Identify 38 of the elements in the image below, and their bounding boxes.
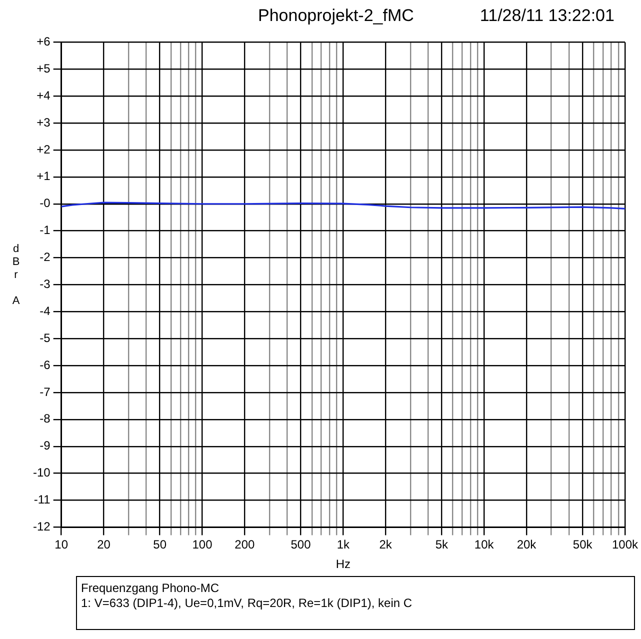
text: dBr A [12, 243, 20, 308]
x-tick-label: 20 [97, 538, 111, 552]
y-tick-label: -6 [40, 358, 51, 372]
y-tick-label: -1 [40, 223, 51, 238]
x-tick-label: 500 [290, 538, 312, 552]
x-tick-label: 100 [192, 538, 213, 552]
y-tick-label: +1 [36, 169, 51, 184]
x-tick-label: 10k [474, 538, 495, 552]
y-tick-label: -11 [34, 492, 51, 507]
chart-subtitle: 11/28/11 13:22:01 [480, 6, 614, 26]
y-tick-label: +6 [36, 34, 51, 49]
x-tick-label: 50k [572, 538, 594, 552]
y-tick-label: +4 [36, 88, 51, 102]
y-tick-label: +5 [36, 61, 51, 76]
x-tick-label: 5k [435, 538, 449, 552]
text: 1: V=633 (DIP1-4), Ue=0,1mV, Rq=20R, Re=1k (DIP1), kein C [81, 596, 414, 611]
x-tick-label: 2k [379, 538, 393, 552]
y-tick-label: -9 [40, 438, 51, 453]
y-tick-label: -12 [33, 520, 51, 534]
chart-title: Phonoprojekt-2_fMC [258, 6, 414, 26]
y-tick-label: +2 [36, 142, 51, 156]
x-tick-label: 10 [54, 538, 68, 552]
y-tick-label: -2 [40, 250, 51, 264]
x-tick-label: 1k [336, 538, 350, 552]
x-tick-label: 20k [516, 538, 538, 552]
y-tick-label: -4 [40, 304, 51, 318]
y-tick-label: -3 [40, 277, 51, 292]
y-tick-label: -0 [40, 196, 51, 210]
x-tick-label: 50 [153, 538, 167, 552]
x-tick-label: 100k [612, 538, 639, 552]
y-tick-label: +3 [36, 115, 51, 130]
y-tick-label: -5 [40, 330, 51, 345]
y-tick-label: -7 [40, 384, 51, 399]
y-tick-label: -10 [33, 466, 51, 480]
text: Frequenzgang Phono-MC [81, 581, 220, 596]
y-tick-label: -8 [40, 412, 51, 426]
x-tick-label: 200 [234, 538, 256, 552]
x-axis-title: Hz [336, 557, 350, 572]
